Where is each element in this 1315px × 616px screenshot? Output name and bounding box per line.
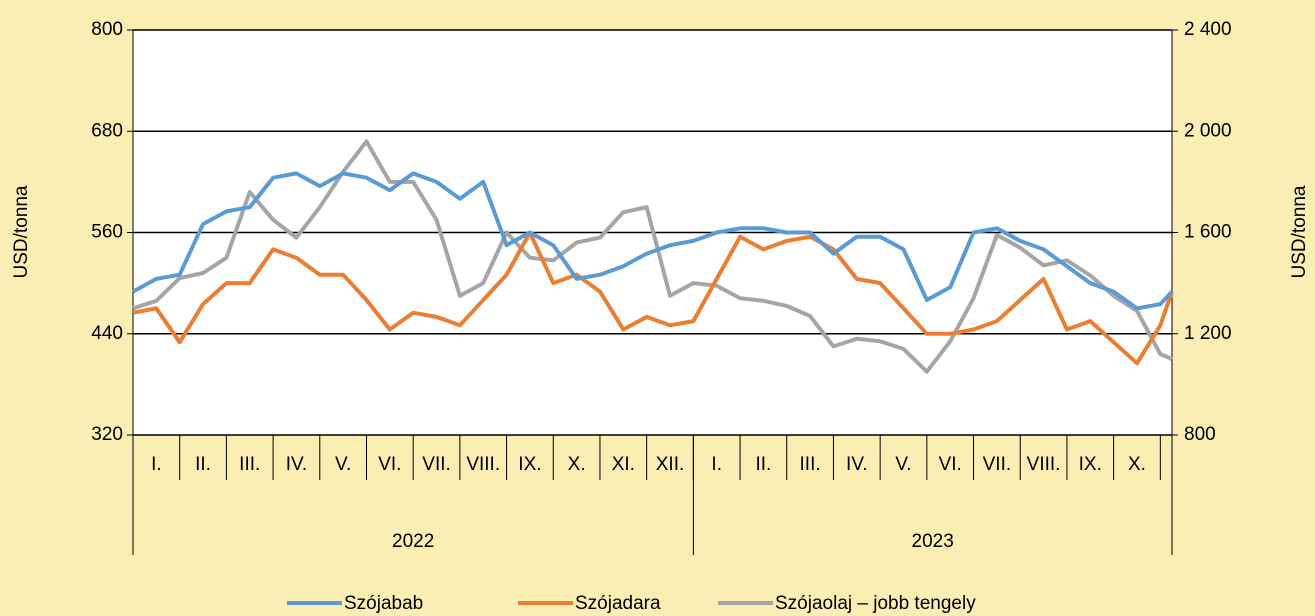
x-tick-label: VII. [983, 454, 1012, 475]
x-tick-label: II. [195, 454, 211, 475]
y2-tick-label: 2 000 [1184, 120, 1232, 141]
y2-tick-label: 1 600 [1184, 222, 1232, 243]
x-tick-label: VI. [378, 454, 401, 475]
y-tick-label: 680 [91, 120, 123, 141]
x-tick-label: VII. [422, 454, 451, 475]
x-tick-label: III. [239, 454, 260, 475]
x-tick-label: IV. [846, 454, 868, 475]
x-tick-label: I. [711, 454, 722, 475]
x-tick-label: X. [1128, 454, 1146, 475]
y-tick-label: 560 [91, 222, 123, 243]
x-tick-label: VIII. [466, 454, 500, 475]
y2-tick-label: 1 200 [1184, 323, 1232, 344]
y-axis-label: USD/tonna [11, 185, 32, 278]
x-tick-label: X. [568, 454, 586, 475]
x-tick-label: XI. [612, 454, 635, 475]
x-tick-label: III. [800, 454, 821, 475]
x-tick-label: V. [335, 454, 351, 475]
x-tick-label: V. [895, 454, 911, 475]
x-tick-label: VI. [939, 454, 962, 475]
series-line [132, 230, 1174, 366]
y-tick-label: 320 [91, 424, 123, 445]
y2-tick-label: 800 [1184, 424, 1216, 445]
y2-tick-label: 2 400 [1184, 19, 1232, 40]
year-label: 2023 [912, 531, 954, 552]
x-tick-label: I. [151, 454, 162, 475]
y-tick-label: 440 [91, 323, 123, 344]
x-tick-label: II. [755, 454, 771, 475]
y2-axis-label: USD/tonna [1289, 185, 1310, 278]
y-tick-label: 800 [91, 19, 123, 40]
legend-label: Szójadara [575, 593, 661, 614]
series-line [132, 171, 1174, 311]
x-tick-label: IX. [518, 454, 541, 475]
year-label: 2022 [392, 531, 434, 552]
x-tick-label: IX. [1079, 454, 1102, 475]
x-tick-label: VIII. [1027, 454, 1061, 475]
legend-label: Szójaolaj – jobb tengely [775, 593, 976, 614]
legend-label: Szójabab [344, 593, 423, 614]
x-tick-label: XII. [656, 454, 685, 475]
x-tick-label: IV. [286, 454, 308, 475]
